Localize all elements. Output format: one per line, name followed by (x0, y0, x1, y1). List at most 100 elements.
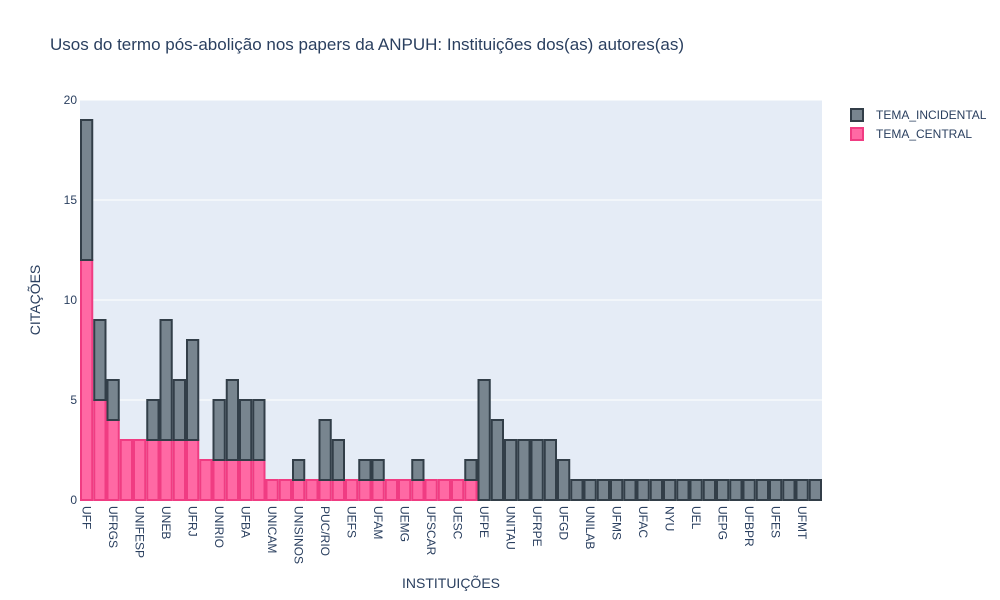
bar-tema-central (186, 439, 200, 501)
bar-tema-incidental (186, 339, 200, 441)
bar-tema-incidental (583, 479, 597, 501)
bar-tema-incidental (172, 379, 186, 441)
x-tick-label: UEFS (345, 506, 359, 538)
bar-tema-central (93, 399, 107, 501)
bar-tema-central (371, 479, 385, 501)
x-tick-label: UFGD (557, 506, 571, 540)
bar-tema-incidental (570, 479, 584, 501)
bar-tema-central (119, 439, 133, 501)
bar-tema-central (437, 479, 451, 501)
bar-tema-central (146, 439, 160, 501)
bar-tema-central (345, 479, 359, 501)
x-tick-label: UFPE (477, 506, 491, 538)
bar-tema-incidental (331, 439, 345, 481)
y-axis-label: CITAÇÕES (27, 265, 43, 336)
bar-tema-incidental (795, 479, 809, 501)
x-tick-label: UFMT (795, 506, 809, 540)
bar-tema-incidental (530, 439, 544, 501)
bar-tema-central (265, 479, 279, 501)
y-tick-label: 15 (64, 193, 78, 207)
bar-tema-incidental (596, 479, 610, 501)
x-tick-label: UFRPE (530, 506, 544, 547)
bar-tema-incidental (636, 479, 650, 501)
bar-tema-incidental (517, 439, 531, 501)
x-tick-label: UFRGS (106, 506, 120, 548)
bar-tema-central (331, 479, 345, 501)
bar-tema-incidental (663, 479, 677, 501)
x-tick-label: UFAM (371, 506, 385, 539)
bar-tema-central (239, 459, 253, 501)
bar-tema-central (80, 259, 94, 501)
legend-swatch (850, 108, 864, 122)
bar-tema-incidental (689, 479, 703, 501)
bar-tema-central (424, 479, 438, 501)
bar-tema-incidental (411, 459, 425, 481)
y-tick-label: 20 (64, 93, 78, 107)
bar-tema-incidental (755, 479, 769, 501)
x-tick-label: UFRJ (186, 506, 200, 537)
bar-tema-central (278, 479, 292, 501)
bar-tema-central (252, 459, 266, 501)
x-tick-label: UFBPR (742, 506, 756, 547)
bar-tema-incidental (702, 479, 716, 501)
x-tick-label: PUC/RIO (318, 506, 332, 556)
bar-tema-central (133, 439, 147, 501)
x-tick-label: UEPG (716, 506, 730, 540)
bar-tema-incidental (146, 399, 160, 441)
bar-tema-incidental (159, 319, 173, 441)
x-tick-label: UNITAU (504, 506, 518, 550)
bar-tema-central (318, 479, 332, 501)
x-tick-label: UESC (451, 506, 465, 540)
x-tick-label: UNILAB (583, 506, 597, 549)
bar-tema-central (212, 459, 226, 501)
bar-tema-central (464, 479, 478, 501)
bar-tema-incidental (742, 479, 756, 501)
x-tick-label: UFSCAR (424, 506, 438, 556)
bar-tema-incidental (80, 119, 94, 261)
y-axis-ticks: 0 5 10 15 20 (64, 93, 78, 507)
bar-tema-incidental (769, 479, 783, 501)
y-tick-label: 0 (70, 493, 77, 507)
bar-tema-incidental (212, 399, 226, 461)
legend-label: TEMA_CENTRAL (876, 127, 972, 141)
bar-tema-incidental (106, 379, 120, 421)
bar-tema-incidental (676, 479, 690, 501)
y-tick-label: 10 (64, 293, 78, 307)
bar-tema-central (398, 479, 412, 501)
bar-tema-incidental (716, 479, 730, 501)
legend-label: TEMA_INCIDENTAL (876, 108, 987, 122)
x-tick-label: NYU (663, 506, 677, 531)
bar-tema-incidental (464, 459, 478, 481)
x-tick-label: UFAC (636, 506, 650, 538)
chart-title: Usos do termo pós-abolição nos papers da… (50, 35, 684, 54)
bar-tema-central (292, 479, 306, 501)
bar-tema-central (172, 439, 186, 501)
bar-tema-incidental (610, 479, 624, 501)
bar-tema-incidental (557, 459, 571, 501)
bar-tema-central (305, 479, 319, 501)
bar-tema-incidental (782, 479, 796, 501)
bar-tema-incidental (371, 459, 385, 481)
bar-tema-central (411, 479, 425, 501)
bar-tema-incidental (649, 479, 663, 501)
grid (80, 99, 822, 401)
bar-tema-central (451, 479, 465, 501)
bar-tema-incidental (808, 479, 822, 501)
bars (80, 119, 822, 501)
bar-tema-incidental (225, 379, 239, 461)
legend: TEMA_INCIDENTAL TEMA_CENTRAL (850, 108, 987, 141)
bar-tema-central (384, 479, 398, 501)
bar-tema-incidental (729, 479, 743, 501)
bar-tema-incidental (543, 439, 557, 501)
x-tick-label: UFF (80, 506, 94, 529)
bar-tema-central (225, 459, 239, 501)
x-tick-label: UFBA (239, 506, 253, 538)
x-tick-label: UNEB (159, 506, 173, 539)
bar-tema-central (199, 459, 213, 501)
x-tick-label: UNIFESP (133, 506, 147, 558)
y-tick-label: 5 (70, 393, 77, 407)
x-tick-label: UNIRIO (212, 506, 226, 548)
bar-tema-incidental (252, 399, 266, 461)
x-axis-label: INSTITUIÇÕES (402, 575, 500, 591)
